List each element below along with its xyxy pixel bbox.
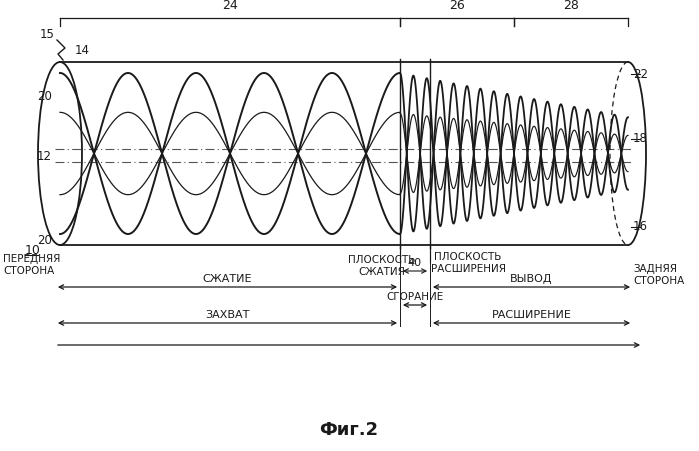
Text: Фиг.2: Фиг.2 xyxy=(319,421,379,439)
Text: 22: 22 xyxy=(633,68,648,80)
Text: 12: 12 xyxy=(37,150,52,163)
Text: 20: 20 xyxy=(37,234,52,247)
Text: 18: 18 xyxy=(633,132,648,145)
Text: ВЫВОД: ВЫВОД xyxy=(510,274,553,284)
Text: ЗАХВАТ: ЗАХВАТ xyxy=(206,310,250,320)
Text: СГОРАНИЕ: СГОРАНИЕ xyxy=(387,292,444,302)
Text: 14: 14 xyxy=(75,43,90,56)
Text: 10: 10 xyxy=(25,244,41,257)
Text: ПЕРЕДНЯЯ
СТОРОНА: ПЕРЕДНЯЯ СТОРОНА xyxy=(3,254,60,276)
Text: ЗАДНЯЯ
СТОРОНА: ЗАДНЯЯ СТОРОНА xyxy=(633,264,684,286)
Text: СЖАТИЕ: СЖАТИЕ xyxy=(203,274,252,284)
Text: РАСШИРЕНИЕ: РАСШИРЕНИЕ xyxy=(491,310,572,320)
Text: 26: 26 xyxy=(449,0,465,12)
Text: ПЛОСКОСТЬ
СЖАТИЯ: ПЛОСКОСТЬ СЖАТИЯ xyxy=(348,255,416,276)
Text: 40: 40 xyxy=(408,258,422,268)
Text: 16: 16 xyxy=(633,221,648,234)
Text: 24: 24 xyxy=(222,0,238,12)
Text: 20: 20 xyxy=(37,91,52,103)
Text: 28: 28 xyxy=(563,0,579,12)
Text: 15: 15 xyxy=(40,28,55,41)
Text: ПЛОСКОСТЬ
РАСШИРЕНИЯ: ПЛОСКОСТЬ РАСШИРЕНИЯ xyxy=(431,252,505,274)
